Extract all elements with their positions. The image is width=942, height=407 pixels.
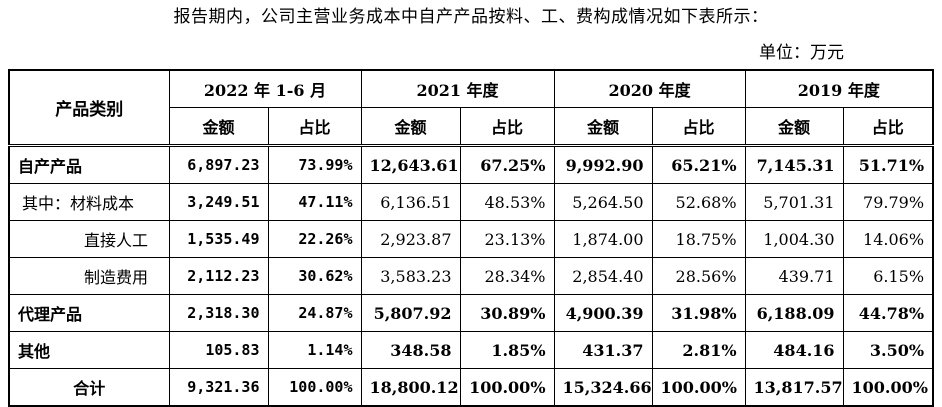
row-label: 其他 <box>8 331 170 369</box>
row-label: 自产产品 <box>8 144 170 184</box>
period-header: 2019 年度 <box>744 69 934 108</box>
category-header: 产品类别 <box>8 69 170 146</box>
amount-cell: 15,324.66 <box>553 368 653 407</box>
amount-cell: 6,136.51 <box>360 183 461 221</box>
ratio-cell: 3.50% <box>842 331 934 369</box>
amount-cell: 9,992.90 <box>553 144 653 184</box>
row-label: 代理产品 <box>8 294 170 332</box>
table-row-total: 合计 9,321.36 100.00% 18,800.12 100.00% 15… <box>8 368 934 407</box>
intro-text: 报告期内，公司主营业务成本中自产产品按料、工、费构成情况如下表所示： <box>173 7 769 27</box>
ratio-cell: 48.53% <box>459 183 555 221</box>
ratio-cell: 31.98% <box>651 294 746 332</box>
unit-label: 单位：万元 <box>759 43 844 63</box>
ratio-cell: 24.87% <box>267 294 362 332</box>
amount-cell: 484.16 <box>744 331 844 369</box>
table-row-direct-labor: 直接人工 1,535.49 22.26% 2,923.87 23.13% 1,8… <box>8 220 934 258</box>
ratio-cell: 30.62% <box>267 257 362 295</box>
ratio-cell: 100.00% <box>842 368 934 407</box>
amount-cell: 9,321.36 <box>168 368 269 407</box>
ratio-cell: 47.11% <box>267 183 362 221</box>
table-row-agency-products: 代理产品 2,318.30 24.87% 5,807.92 30.89% 4,9… <box>8 294 934 332</box>
period-header: 2020 年度 <box>553 69 746 108</box>
table-row-self-produced: 自产产品 6,897.23 73.99% 12,643.61 67.25% 9,… <box>8 144 934 184</box>
period-header: 2021 年度 <box>360 69 555 108</box>
amount-cell: 1,535.49 <box>168 220 269 258</box>
row-label: 直接人工 <box>8 220 170 258</box>
period-header: 2022 年 1-6 月 <box>168 69 362 108</box>
ratio-cell: 100.00% <box>267 368 362 407</box>
amount-header: 金额 <box>744 107 844 146</box>
amount-header: 金额 <box>360 107 461 146</box>
amount-cell: 105.83 <box>168 331 269 369</box>
ratio-cell: 23.13% <box>459 220 555 258</box>
ratio-cell: 73.99% <box>267 144 362 184</box>
amount-cell: 439.71 <box>744 257 844 295</box>
header-row-periods: 产品类别 2022 年 1-6 月 2021 年度 2020 年度 2019 年… <box>8 69 934 146</box>
amount-cell: 2,854.40 <box>553 257 653 295</box>
amount-cell: 12,643.61 <box>360 144 461 184</box>
cost-structure-table: 产品类别 2022 年 1-6 月 2021 年度 2020 年度 2019 年… <box>8 69 935 407</box>
ratio-cell: 67.25% <box>459 144 555 184</box>
ratio-cell: 22.26% <box>267 220 362 258</box>
ratio-cell: 100.00% <box>459 368 555 407</box>
amount-cell: 7,145.31 <box>744 144 844 184</box>
ratio-cell: 1.14% <box>267 331 362 369</box>
amount-cell: 13,817.57 <box>744 368 844 407</box>
table-row-other: 其他 105.83 1.14% 348.58 1.85% 431.37 2.81… <box>8 331 934 369</box>
ratio-cell: 6.15% <box>842 257 934 295</box>
ratio-cell: 1.85% <box>459 331 555 369</box>
amount-cell: 5,807.92 <box>360 294 461 332</box>
ratio-cell: 28.56% <box>651 257 746 295</box>
ratio-cell: 100.00% <box>651 368 746 407</box>
amount-cell: 348.58 <box>360 331 461 369</box>
amount-header: 金额 <box>553 107 653 146</box>
amount-cell: 3,583.23 <box>360 257 461 295</box>
amount-cell: 6,897.23 <box>168 144 269 184</box>
ratio-cell: 52.68% <box>651 183 746 221</box>
ratio-cell: 65.21% <box>651 144 746 184</box>
amount-cell: 4,900.39 <box>553 294 653 332</box>
amount-header: 金额 <box>168 107 269 146</box>
amount-cell: 2,318.30 <box>168 294 269 332</box>
ratio-header: 占比 <box>842 107 934 146</box>
row-label: 其中：材料成本 <box>8 183 170 221</box>
table-row-material-cost: 其中：材料成本 3,249.51 47.11% 6,136.51 48.53% … <box>8 183 934 221</box>
table-row-manufacturing-expense: 制造费用 2,112.23 30.62% 3,583.23 28.34% 2,8… <box>8 257 934 295</box>
amount-cell: 5,701.31 <box>744 183 844 221</box>
row-label: 合计 <box>8 368 170 407</box>
ratio-cell: 51.71% <box>842 144 934 184</box>
amount-cell: 1,874.00 <box>553 220 653 258</box>
ratio-cell: 18.75% <box>651 220 746 258</box>
amount-cell: 2,923.87 <box>360 220 461 258</box>
ratio-header: 占比 <box>267 107 362 146</box>
amount-cell: 6,188.09 <box>744 294 844 332</box>
amount-cell: 18,800.12 <box>360 368 461 407</box>
ratio-cell: 79.79% <box>842 183 934 221</box>
ratio-cell: 44.78% <box>842 294 934 332</box>
header-row-metrics: 金额 占比 金额 占比 金额 占比 金额 占比 <box>9 107 934 146</box>
ratio-header: 占比 <box>459 107 555 146</box>
ratio-header: 占比 <box>651 107 746 146</box>
row-label: 制造费用 <box>8 257 170 295</box>
ratio-cell: 30.89% <box>459 294 555 332</box>
ratio-cell: 14.06% <box>842 220 934 258</box>
amount-cell: 431.37 <box>553 331 653 369</box>
amount-cell: 1,004.30 <box>744 220 844 258</box>
amount-cell: 2,112.23 <box>168 257 269 295</box>
amount-cell: 5,264.50 <box>553 183 653 221</box>
amount-cell: 3,249.51 <box>168 183 269 221</box>
ratio-cell: 28.34% <box>459 257 555 295</box>
ratio-cell: 2.81% <box>651 331 746 369</box>
